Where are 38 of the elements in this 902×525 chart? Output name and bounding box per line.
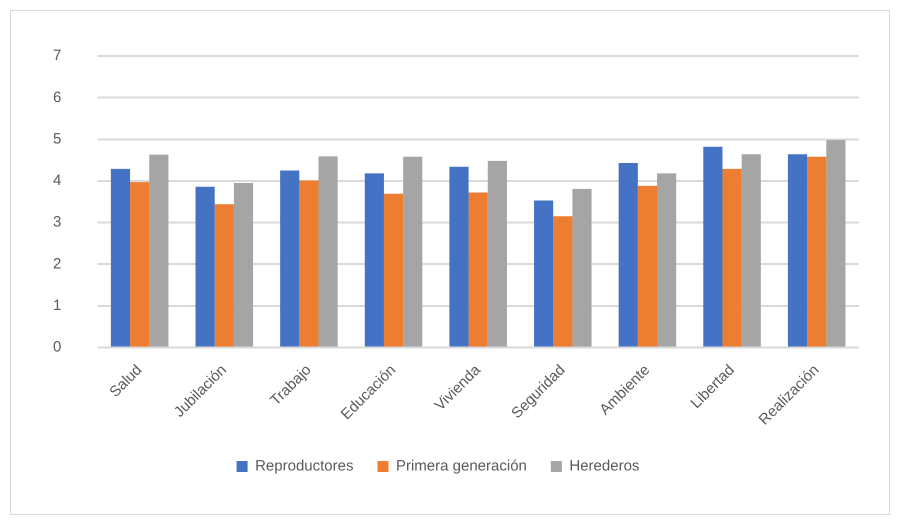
bar: [149, 154, 168, 346]
y-tick-label: 6: [53, 88, 62, 106]
bar: [618, 163, 638, 346]
bar: [722, 168, 742, 346]
bar: [703, 146, 722, 346]
bar: [657, 173, 676, 346]
bar: [299, 180, 319, 346]
bar: [742, 154, 761, 346]
y-tick-label: 4: [53, 172, 62, 190]
bar: [638, 186, 658, 346]
bar: [280, 170, 300, 346]
bar: [234, 182, 254, 346]
bar: [403, 156, 422, 346]
y-tick-label: 2: [53, 255, 62, 272]
y-tick-label: 1: [53, 296, 62, 314]
bar: [488, 160, 507, 346]
bar: [553, 216, 572, 346]
y-tick-label: 3: [53, 214, 62, 231]
bar: [534, 200, 554, 346]
legend-label: Primera generación: [396, 458, 527, 475]
legend-label: Herederos: [569, 458, 640, 475]
bar: [826, 140, 846, 346]
bar: [318, 156, 338, 346]
bar: [807, 156, 826, 346]
bar: [788, 154, 808, 346]
bar: [364, 173, 384, 346]
bar: [110, 168, 130, 346]
bar: [214, 204, 234, 346]
bar: [449, 166, 469, 346]
y-tick-label: 7: [53, 47, 62, 64]
bar: [196, 186, 215, 346]
bar: [130, 182, 150, 346]
y-tick-label: 0: [53, 338, 62, 356]
bar: [468, 192, 488, 346]
legend-label: Reproductores: [255, 458, 354, 475]
bar: [384, 194, 404, 346]
bar: [572, 188, 592, 346]
y-tick-label: 5: [53, 130, 62, 148]
